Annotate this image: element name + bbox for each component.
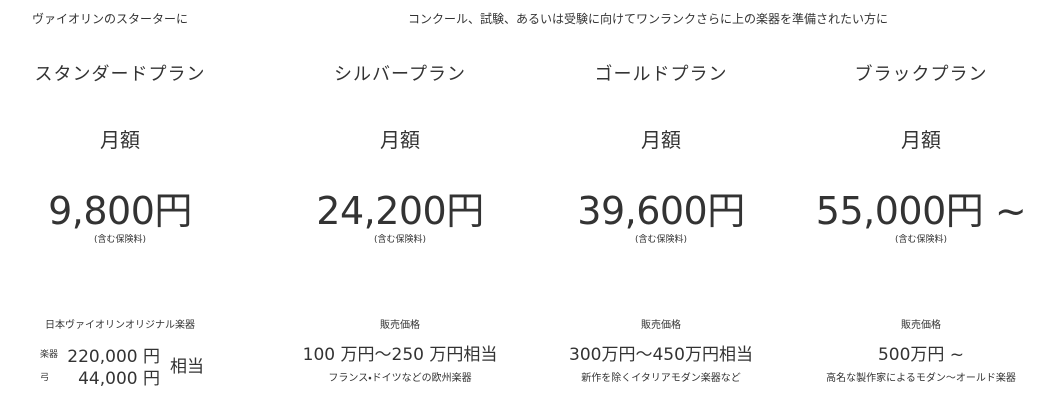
plan-label: 日本ヴァイオリンオリジナル楽器 — [45, 320, 195, 331]
plan-name: ゴールドプラン — [594, 64, 728, 85]
plan-insurance: (含む保険料) — [634, 235, 688, 245]
plan-note: フランス・ドイツなどの欧州楽器 — [328, 373, 472, 384]
plan-note: 新作を除くイタリアモダン楽器など — [581, 373, 741, 384]
plan-price: 9,800円 — [48, 189, 192, 233]
header-text: コンクール、試験、あるいは受験に向けてワンランクさらに上の楽器を準備されたい方に — [407, 12, 889, 26]
item-label: 弓 — [40, 373, 50, 383]
plan-price: 39,600円 — [577, 189, 745, 233]
sale-price: 300万円〜450万円相当 — [569, 345, 753, 365]
item-price: 44,000 円 — [78, 369, 160, 389]
plan-insurance: (含む保険料) — [373, 235, 427, 245]
plan-name: ブラックプラン — [854, 64, 988, 85]
plan-period: 月額 — [380, 128, 420, 152]
plan-name: スタンダードプラン — [34, 64, 206, 85]
plan-insurance: (含む保険料) — [894, 235, 948, 245]
plan-period: 月額 — [100, 128, 140, 152]
item-suffix: 相当 — [170, 357, 204, 377]
sale-price: 500万円 ~ — [877, 345, 965, 365]
plan-label: 販売価格 — [641, 320, 681, 331]
plan-price: 24,200円 — [316, 189, 484, 233]
item-price: 220,000 円 — [67, 347, 160, 367]
plan-price: 55,000円 ~ — [815, 189, 1027, 233]
header-text: ヴァイオリンのスターターに — [32, 12, 189, 26]
item-label: 楽器 — [40, 350, 59, 360]
plan-label: 販売価格 — [901, 320, 941, 331]
sale-price: 100 万円〜250 万円相当 — [302, 345, 498, 365]
plan-period: 月額 — [901, 128, 941, 152]
plan-label: 販売価格 — [380, 320, 420, 331]
plan-note: 高名な製作家によるモダン〜オールド楽器 — [826, 373, 1016, 384]
plan-insurance: (含む保険料) — [93, 235, 147, 245]
plan-name: シルバープラン — [334, 64, 466, 85]
plan-period: 月額 — [641, 128, 681, 152]
